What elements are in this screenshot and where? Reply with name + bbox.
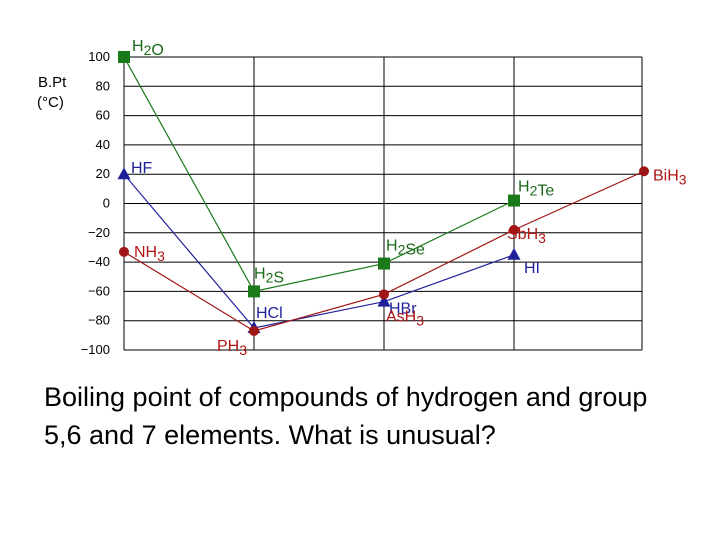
compound-label: H2Te: [518, 179, 554, 200]
y-axis-label-line1: B.Pt: [38, 74, 67, 91]
compound-label: BiH3: [653, 167, 687, 187]
compound-labels: H2O H2S H2Se H2Te HF HCl HBr HI NH3 PH3 AsH3 SbH3 Bi…: [131, 38, 687, 358]
compound-label: PH3: [217, 338, 247, 358]
series-line-group-7: [123, 173, 515, 329]
compound-label: HBr: [389, 301, 417, 318]
data-point-square: [378, 257, 390, 270]
compound-label: H2Se: [386, 238, 425, 259]
y-tick-label: −80: [88, 313, 110, 328]
compound-label: SbH3: [507, 226, 546, 246]
y-tick-label: −20: [88, 225, 110, 240]
y-tick-label: 80: [96, 78, 110, 93]
compound-label: HI: [524, 260, 540, 277]
y-tick-label: 60: [96, 108, 110, 123]
data-point-square: [508, 194, 520, 207]
data-point-circle: [379, 289, 389, 300]
data-point-square: [118, 51, 130, 63]
y-axis-ticks: 100 80 60 40 20 0 −20 −40 −60 −80 −100: [81, 49, 110, 357]
data-point-circle: [119, 246, 129, 257]
data-point-circle: [639, 166, 649, 177]
y-tick-label: 20: [96, 166, 110, 181]
data-point-circle: [249, 325, 259, 336]
data-point-circle: [509, 224, 519, 235]
data-point-square: [248, 285, 260, 298]
y-tick-label: −60: [88, 283, 110, 298]
boiling-point-chart: 100 80 60 40 20 0 −20 −40 −60 −80 −100 B.Pt (°C) H…: [37, 38, 687, 358]
compound-label: AsH3: [386, 308, 424, 328]
slide-caption: Boiling point of compounds of hydrogen a…: [44, 382, 648, 450]
series-line-group-6: [123, 56, 515, 293]
compound-label: H2S: [254, 265, 284, 286]
series-markers: [117, 51, 649, 336]
y-axis-label-line2: (°C): [37, 94, 64, 111]
y-tick-label: 40: [96, 137, 110, 152]
data-point-triangle: [377, 294, 391, 307]
data-point-triangle: [507, 247, 521, 260]
y-tick-label: −100: [81, 342, 110, 357]
data-point-triangle: [117, 167, 131, 180]
compound-label: NH3: [134, 244, 165, 264]
compound-label: HCl: [256, 305, 283, 322]
compound-label: HF: [131, 160, 153, 177]
y-tick-label: 100: [88, 49, 110, 64]
compound-label: H2O: [132, 38, 164, 59]
y-tick-label: −40: [88, 254, 110, 269]
y-tick-label: 0: [103, 196, 110, 211]
